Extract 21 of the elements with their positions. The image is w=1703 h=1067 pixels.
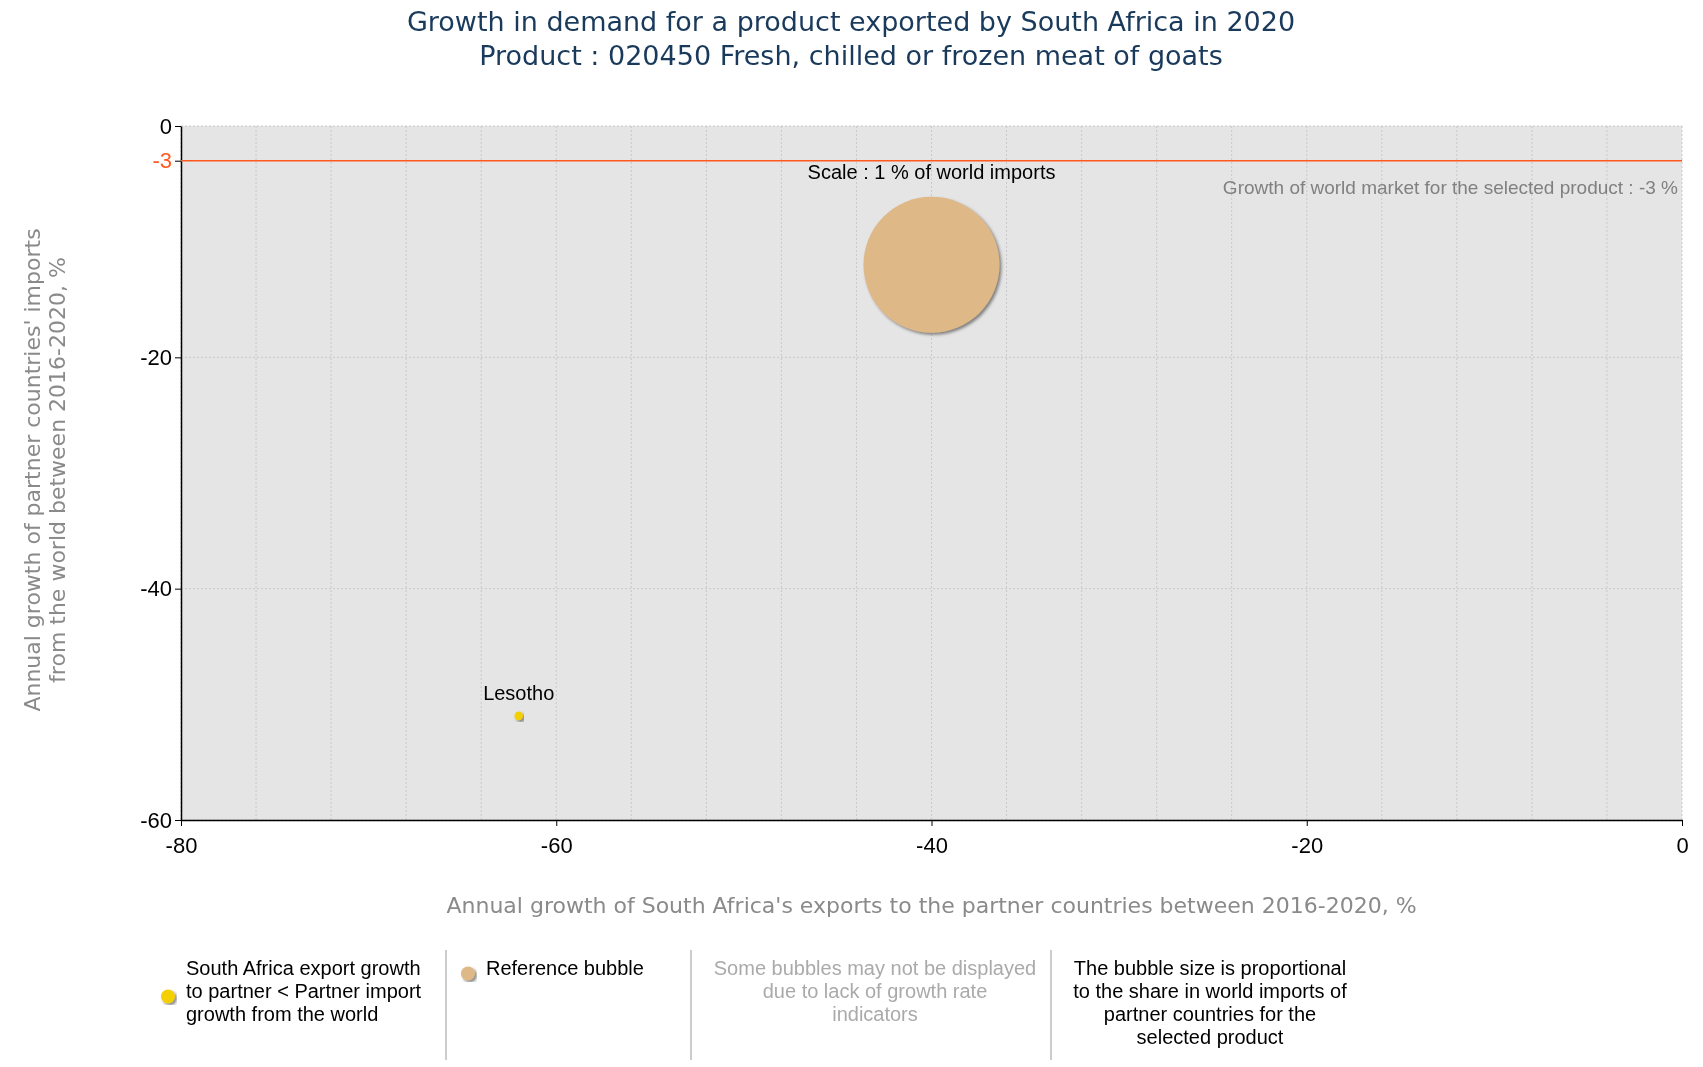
x-axis-title: Annual growth of South Africa's exports to the partner countries between 2016-2020, % xyxy=(446,893,1417,918)
y-tick-label: -3 xyxy=(152,148,172,174)
text: The bubble size is proportional to the share in world imports of partner countries for the selected product xyxy=(1073,957,1348,1048)
x-tick-label: -20 xyxy=(1291,833,1324,859)
chart-title: Growth in demand for a product exported by South Africa in 2020 xyxy=(406,6,1296,37)
annotation: Lesotho xyxy=(483,681,555,704)
text: Some bubbles may not be displayed due to lack of growth rate indicators xyxy=(713,957,1037,1025)
x-tick-label: -60 xyxy=(540,833,573,859)
chart-subtitle: Product : 020450 Fresh, chilled or frozen meat of goats xyxy=(479,40,1223,71)
x-tick-label: -40 xyxy=(916,833,948,859)
ref-line-label: Growth of world market for the selected product : -3 % xyxy=(1222,177,1679,198)
legend-label: Reference bubble xyxy=(486,957,644,979)
y-tick-label: -60 xyxy=(140,807,172,833)
y-tick-label: 0 xyxy=(159,113,172,139)
annotation: Scale : 1 % of world imports xyxy=(807,160,1056,183)
y-axis-title: Annual growth of partner countries' imports from the world between 2016-2020, % xyxy=(20,228,71,712)
x-tick-label: 0 xyxy=(1676,833,1689,859)
y-tick-label: -40 xyxy=(140,576,172,602)
y-tick-label: -20 xyxy=(140,344,172,370)
x-tick-label: -80 xyxy=(165,833,198,859)
legend-label: South Africa export growth to partner < Partner import growth from the world xyxy=(186,957,422,1025)
